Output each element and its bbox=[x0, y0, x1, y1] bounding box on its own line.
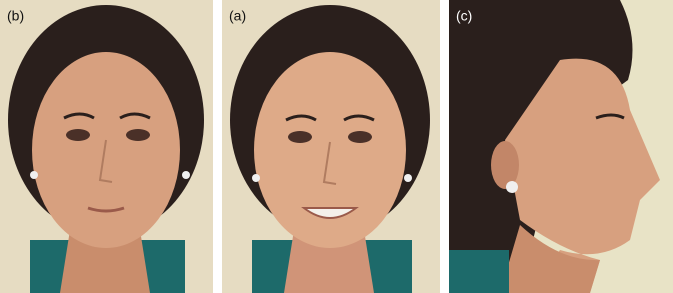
photo-frontal-neutral bbox=[0, 0, 213, 293]
panel-label: (c) bbox=[456, 8, 472, 24]
panel-label: (b) bbox=[7, 8, 24, 24]
photo-profile bbox=[449, 0, 673, 293]
photo-frontal-smile bbox=[222, 0, 440, 293]
figure: (b) (a) (c) bbox=[0, 0, 673, 293]
panel-label: (a) bbox=[229, 8, 246, 24]
